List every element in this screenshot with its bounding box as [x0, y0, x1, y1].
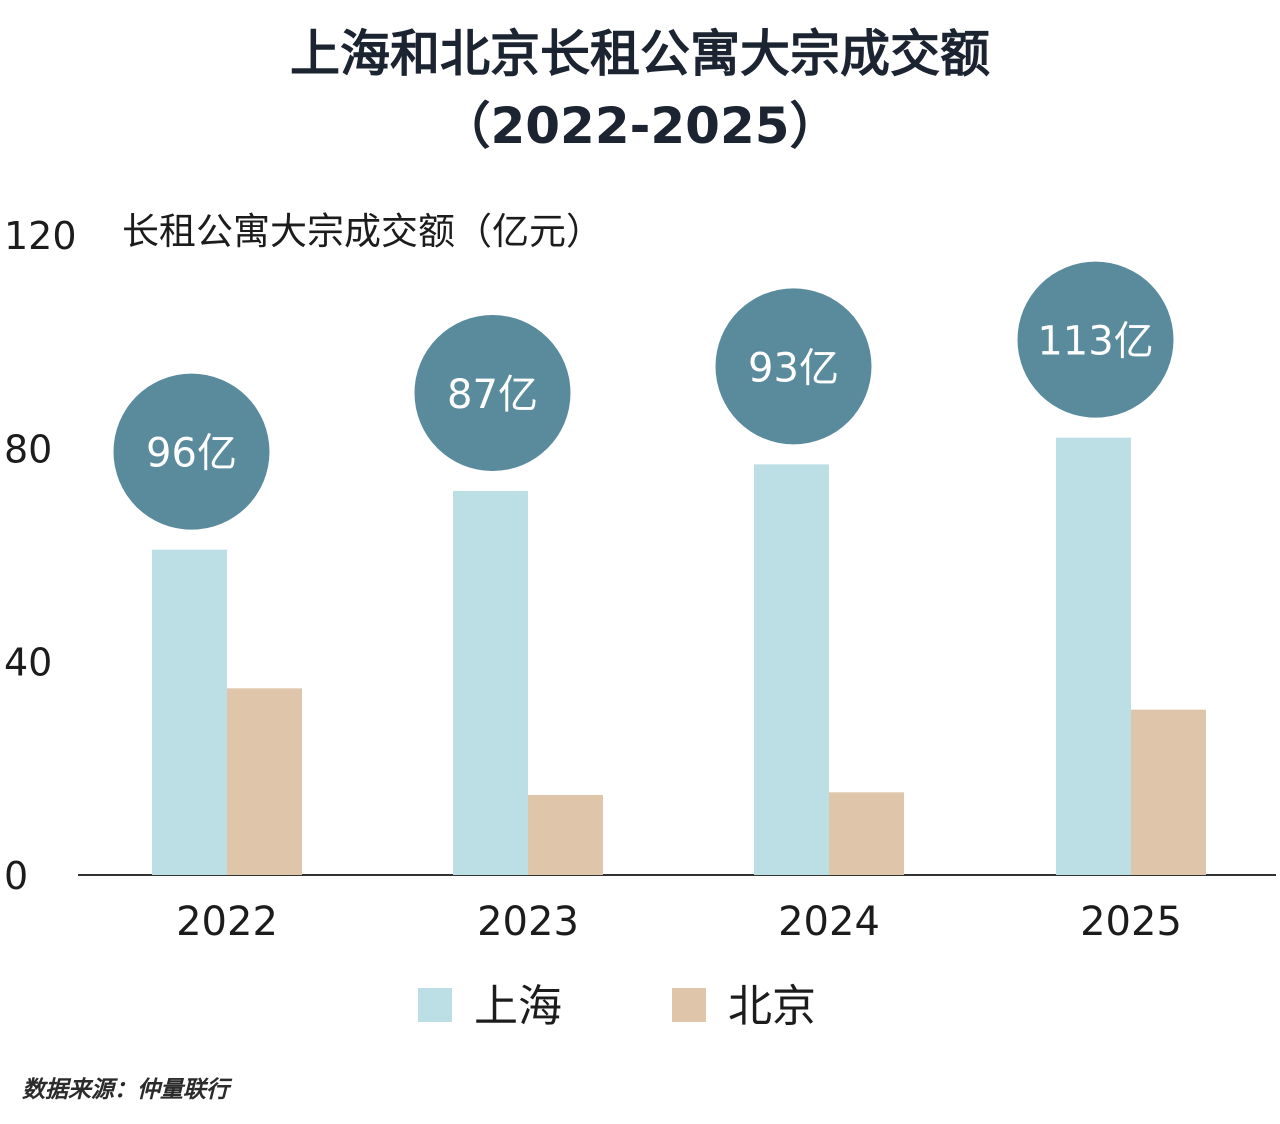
bar-beijing-2022 [227, 688, 302, 875]
title-line-1: 上海和北京长租公寓大宗成交额 [290, 25, 990, 83]
bar-beijing-2025 [1131, 709, 1206, 875]
x-tick-label: 2024 [778, 899, 880, 945]
y-axis-label: 长租公寓大宗成交额（亿元） [122, 210, 603, 253]
source-note: 数据来源：仲量联行 [22, 1077, 229, 1103]
bar-shanghai-2024 [754, 464, 829, 875]
chart-title: 上海和北京长租公寓大宗成交额 （2022-2025） [0, 18, 1280, 162]
bar-shanghai-2022 [152, 549, 227, 875]
y-tick-label: 80 [4, 427, 52, 471]
total-bubble-2025 [1017, 261, 1174, 418]
x-tick-label: 2022 [176, 899, 278, 945]
bar-shanghai-2023 [453, 491, 528, 875]
legend-label-beijing: 北京 [728, 981, 816, 1032]
total-label-2023: 87亿 [447, 372, 538, 418]
bar-shanghai-2025 [1056, 437, 1131, 875]
bar-beijing-2024 [829, 792, 904, 875]
total-label-2025: 113亿 [1037, 319, 1153, 365]
title-line-2: （2022-2025） [440, 97, 840, 155]
legend-swatch-beijing [672, 988, 706, 1022]
total-label-2024: 93亿 [748, 345, 839, 391]
x-tick-label: 2023 [477, 899, 579, 945]
legend-swatch-shanghai [418, 988, 452, 1022]
total-bubble-2024 [715, 288, 872, 445]
x-tick-label: 2025 [1080, 899, 1182, 945]
bar-beijing-2023 [528, 795, 603, 875]
total-bubble-2023 [414, 315, 571, 471]
y-tick-label: 0 [4, 854, 28, 898]
total-label-2022: 96亿 [146, 431, 237, 477]
y-tick-label: 40 [4, 641, 52, 685]
y-tick-label: 120 [4, 214, 77, 258]
total-bubble-2022 [113, 373, 270, 530]
legend-label-shanghai: 上海 [474, 981, 562, 1032]
